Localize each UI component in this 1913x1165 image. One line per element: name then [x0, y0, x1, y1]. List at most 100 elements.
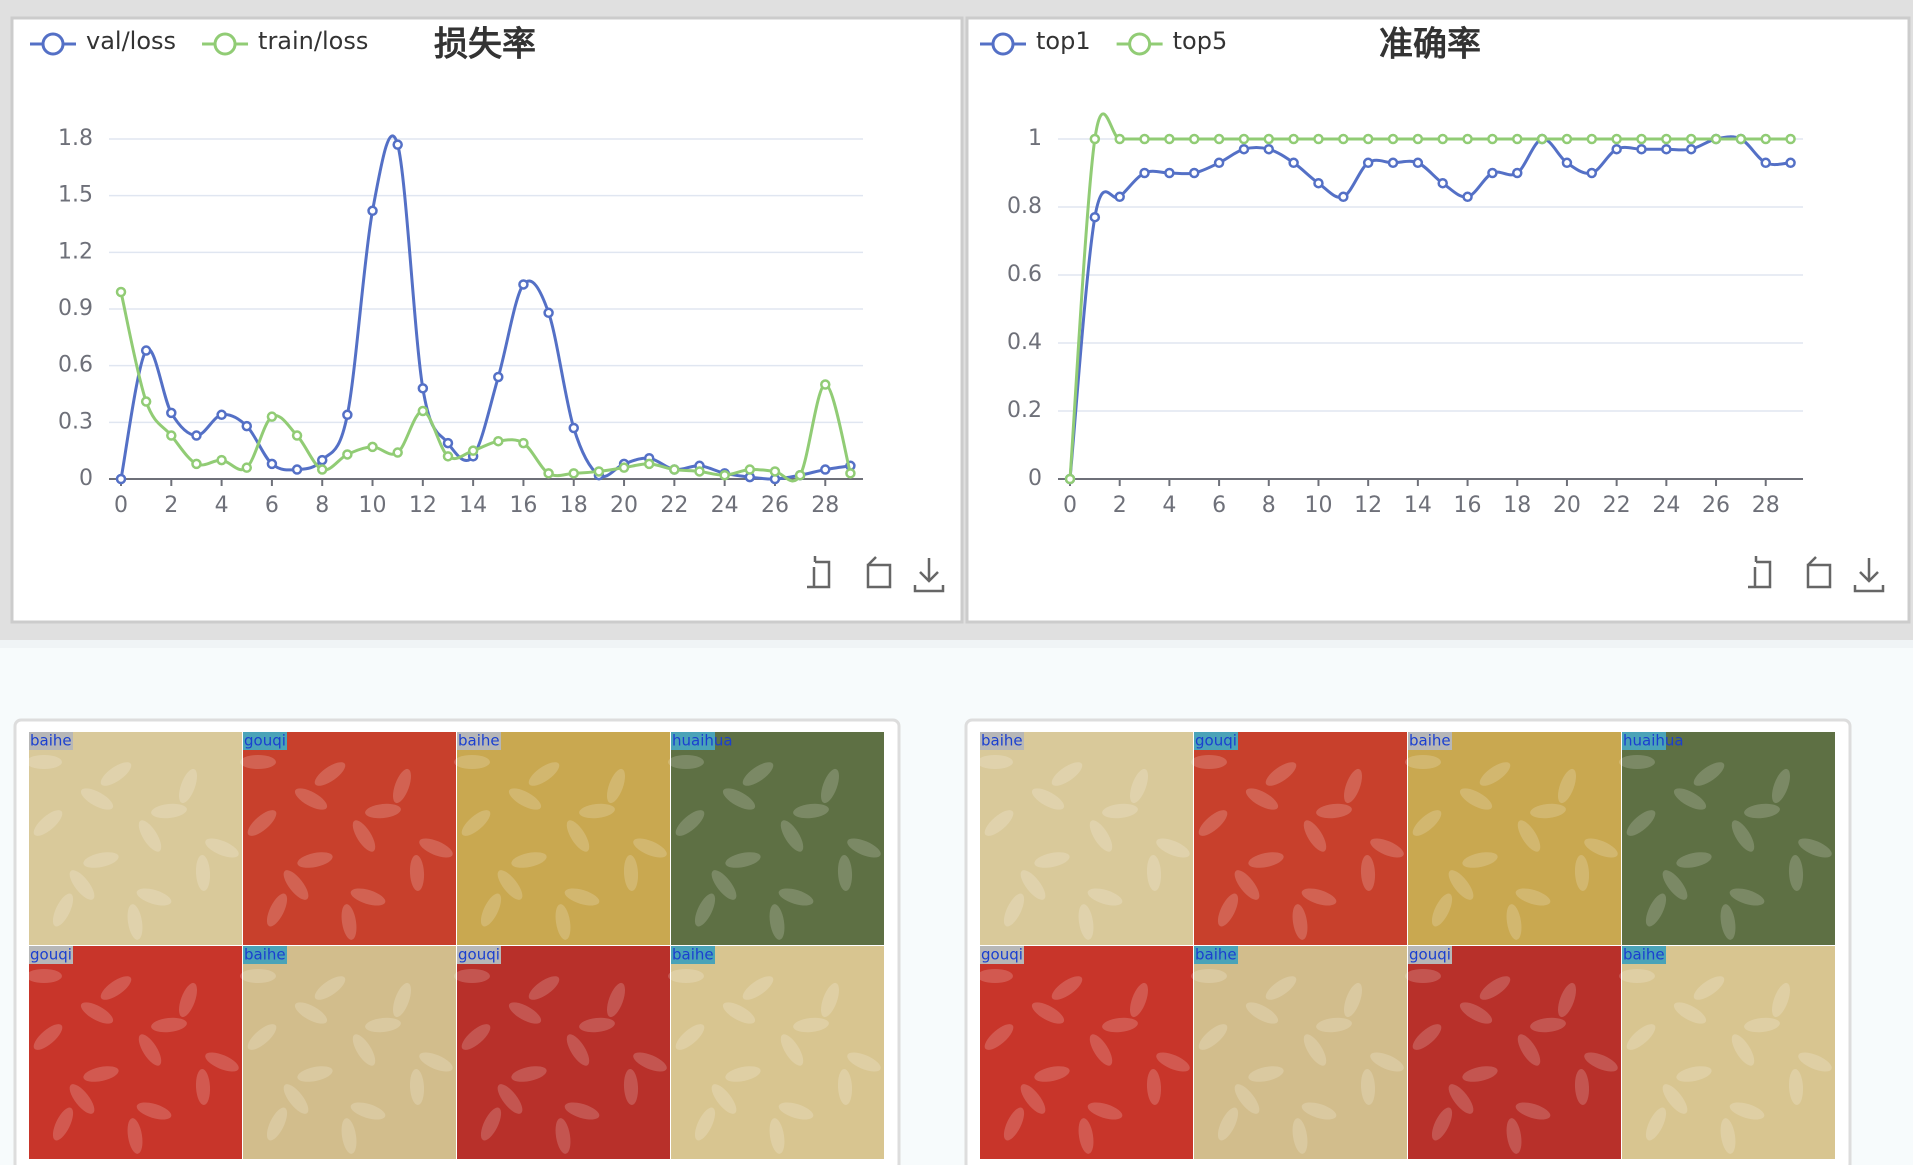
data-point — [1188, 133, 1200, 145]
data-point — [1288, 157, 1299, 169]
image-texture — [127, 904, 143, 940]
zoom-icon[interactable] — [1748, 556, 1772, 589]
image-texture — [977, 755, 1013, 769]
data-point — [266, 458, 278, 470]
restore-icon[interactable] — [1806, 556, 1832, 589]
y-tick-label: 0.6 — [58, 353, 93, 378]
data-point — [241, 462, 253, 473]
image-tile — [1408, 732, 1621, 945]
image-texture — [69, 1084, 95, 1114]
image-texture — [83, 852, 119, 868]
chart-title: 损失率 — [434, 25, 536, 65]
image-texture — [847, 838, 881, 858]
image-tile — [243, 732, 456, 945]
image-texture — [205, 838, 239, 858]
y-tick-label: 0.8 — [1007, 194, 1042, 219]
x-tick-label: 16 — [509, 493, 537, 518]
image-texture — [1245, 1002, 1279, 1024]
x-tick-label: 28 — [811, 493, 839, 518]
restore-icon[interactable] — [866, 556, 892, 589]
image-texture — [352, 820, 376, 852]
data-point — [1785, 133, 1796, 145]
image-texture — [1265, 762, 1297, 786]
image-texture — [1051, 976, 1083, 1000]
y-tick-label: 1.5 — [58, 183, 93, 208]
zoom-icon[interactable] — [807, 556, 831, 589]
image-texture — [566, 1034, 590, 1066]
x-tick-label: 2 — [1113, 493, 1127, 518]
x-tick-label: 4 — [215, 493, 229, 518]
image-tile — [1194, 946, 1407, 1159]
image-texture — [409, 1069, 425, 1105]
image-texture — [1089, 1034, 1113, 1066]
image-texture — [511, 852, 547, 868]
data-point — [291, 464, 303, 475]
x-tick-label: 26 — [761, 493, 789, 518]
download-icon[interactable] — [913, 558, 945, 593]
data-point — [1586, 133, 1598, 145]
image-texture — [769, 1118, 785, 1154]
image-texture — [1051, 762, 1083, 786]
x-tick-label: 20 — [610, 493, 638, 518]
image-texture — [1731, 1034, 1755, 1066]
chart-title: 准确率 — [1379, 25, 1481, 65]
image-texture — [350, 1102, 386, 1120]
data-point — [1487, 167, 1498, 179]
data-point — [769, 466, 781, 477]
x-tick-label: 0 — [1063, 493, 1077, 518]
image-texture — [297, 852, 333, 868]
image-texture — [984, 1024, 1014, 1050]
data-point — [1338, 133, 1349, 145]
data-point — [1064, 473, 1076, 485]
image-texture — [1557, 982, 1577, 1018]
image-texture — [409, 855, 425, 891]
image-texture — [294, 788, 328, 810]
data-point — [593, 466, 605, 477]
data-point — [1238, 143, 1250, 155]
image-tile — [1622, 732, 1835, 945]
x-tick-label: 20 — [1553, 493, 1581, 518]
image-texture — [247, 1024, 277, 1050]
data-point — [342, 449, 353, 460]
image-texture — [675, 1024, 705, 1050]
image-tile — [457, 732, 670, 945]
data-point — [493, 435, 504, 447]
data-point — [115, 286, 127, 298]
image-texture — [508, 1002, 542, 1024]
image-texture — [266, 1107, 288, 1141]
image-texture — [1479, 976, 1511, 1000]
image-texture — [1034, 1066, 1070, 1082]
tile-label: baihe — [1195, 946, 1237, 964]
y-tick-label: 1.8 — [58, 126, 93, 151]
image-texture — [1129, 982, 1149, 1018]
tile-label-bg — [1622, 732, 1666, 750]
image-texture — [195, 855, 211, 891]
image-texture — [606, 982, 626, 1018]
data-point — [1561, 133, 1573, 145]
download-icon[interactable] — [1853, 558, 1885, 593]
image-texture — [722, 1002, 756, 1024]
image-texture — [136, 888, 172, 906]
x-tick-label: 14 — [459, 493, 487, 518]
legend-label: top1 — [1036, 27, 1091, 55]
tile-label-bg — [1622, 946, 1666, 964]
data-point — [191, 458, 202, 470]
image-texture — [1506, 1118, 1522, 1154]
data-point — [1164, 167, 1175, 179]
image-texture — [1771, 982, 1791, 1018]
data-point — [166, 430, 177, 441]
legend-label: val/loss — [86, 27, 176, 55]
image-texture — [461, 810, 491, 836]
image-texture — [820, 768, 840, 804]
image-texture — [1217, 1107, 1239, 1141]
image-texture — [294, 1002, 328, 1024]
image-texture — [606, 768, 626, 804]
data-point — [1213, 157, 1225, 169]
data-point — [1114, 191, 1125, 203]
image-texture — [297, 1066, 333, 1082]
tile-label-bg — [671, 732, 715, 750]
image-texture — [1078, 904, 1094, 940]
data-point — [1412, 133, 1424, 145]
data-point — [1636, 143, 1647, 155]
image-texture — [1405, 755, 1441, 769]
